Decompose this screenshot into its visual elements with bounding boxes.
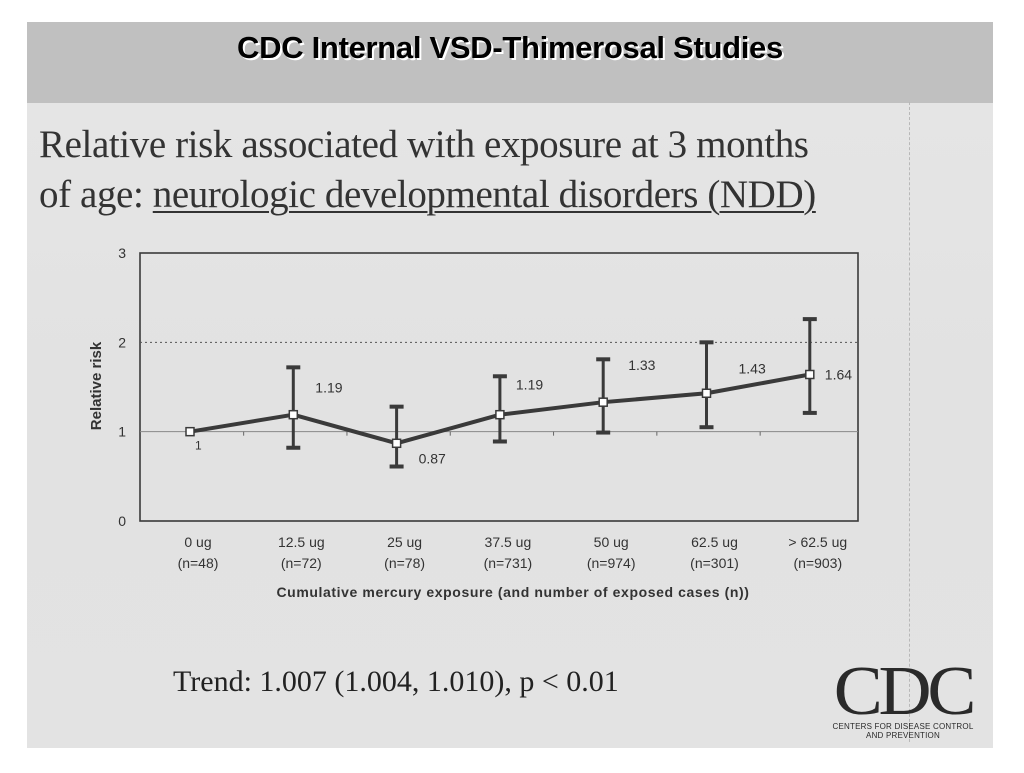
error-bar-cap-upper bbox=[699, 340, 714, 345]
error-bar-cap-lower bbox=[596, 430, 611, 435]
plot-frame bbox=[139, 252, 859, 522]
error-bar-cap-upper bbox=[596, 357, 611, 362]
trend-text: Trend: 1.007 (1.004, 1.010), p < 0.01 bbox=[173, 665, 619, 698]
error-bar-cap-lower bbox=[699, 425, 714, 430]
cdc-logo-line-2: AND PREVENTION bbox=[866, 731, 940, 740]
cdc-logo-letters: CDC bbox=[833, 653, 977, 730]
error-bar-cap-lower bbox=[389, 464, 404, 469]
x-tick-label: 62.5 ug bbox=[691, 534, 738, 550]
data-point-marker bbox=[288, 409, 299, 420]
error-bar-cap-upper bbox=[286, 365, 301, 370]
data-point-marker bbox=[598, 397, 608, 407]
x-tick-label: 50 ug bbox=[594, 534, 629, 550]
error-bar-cap-upper bbox=[389, 404, 404, 409]
x-tick-label: 37.5 ug bbox=[485, 534, 532, 550]
chart-subtitle: Relative risk associated with exposure a… bbox=[39, 120, 979, 220]
error-bar-cap-lower bbox=[492, 439, 507, 444]
y-tick-label: 2 bbox=[118, 334, 126, 350]
error-bar-cap-lower bbox=[286, 445, 301, 450]
x-axis-label: Cumulative mercury exposure (and number … bbox=[276, 584, 749, 600]
error-bar-cap-lower bbox=[802, 410, 817, 415]
y-tick-label: 1 bbox=[118, 424, 126, 440]
y-axis-label: Relative risk bbox=[88, 341, 105, 430]
subtitle-line-2: of age: neurologic developmental disorde… bbox=[39, 170, 979, 220]
data-label: 1.33 bbox=[628, 357, 655, 373]
x-tick-count: (n=903) bbox=[793, 555, 842, 571]
header-band: CDC Internal VSD-Thimerosal Studies bbox=[27, 22, 993, 103]
x-tick-count: (n=48) bbox=[178, 555, 219, 571]
x-tick-label: 12.5 ug bbox=[278, 534, 325, 550]
error-bar-cap-upper bbox=[802, 317, 817, 322]
x-tick-count: (n=974) bbox=[587, 555, 636, 571]
data-label: 1 bbox=[195, 439, 202, 453]
subtitle-prefix: of age: bbox=[39, 173, 153, 216]
data-label: 0.87 bbox=[419, 450, 446, 466]
x-tick-count: (n=731) bbox=[484, 555, 533, 571]
data-label: 1.64 bbox=[825, 366, 852, 382]
error-bar-cap-upper bbox=[492, 374, 507, 379]
data-point-marker bbox=[701, 388, 712, 399]
x-tick-label: > 62.5 ug bbox=[788, 534, 847, 550]
x-tick-count: (n=78) bbox=[384, 555, 425, 571]
data-label: 1.19 bbox=[315, 380, 342, 396]
subtitle-underlined: neurologic developmental disorders (NDD) bbox=[152, 173, 816, 216]
cdc-logo: CDC CENTERS FOR DISEASE CONTROL AND PREV… bbox=[820, 657, 986, 746]
cdc-logo-line-1: CENTERS FOR DISEASE CONTROL bbox=[832, 722, 974, 731]
slide: CDC Internal VSD-Thimerosal Studies Rela… bbox=[27, 22, 993, 748]
data-point-marker bbox=[391, 438, 402, 449]
x-tick-label: 25 ug bbox=[387, 534, 422, 550]
y-tick-label: 3 bbox=[118, 245, 126, 261]
data-label: 1.43 bbox=[739, 360, 766, 376]
x-tick-count: (n=72) bbox=[281, 555, 322, 571]
data-point-marker bbox=[185, 426, 195, 437]
data-point-marker bbox=[495, 409, 505, 420]
y-tick-label: 0 bbox=[118, 513, 126, 529]
header-title: CDC Internal VSD-Thimerosal Studies bbox=[237, 30, 783, 65]
subtitle-line-1: Relative risk associated with exposure a… bbox=[39, 123, 809, 166]
data-label: 1.19 bbox=[516, 377, 543, 393]
x-tick-label: 0 ug bbox=[184, 534, 211, 550]
x-tick-count: (n=301) bbox=[690, 555, 739, 571]
scan-artifact-line bbox=[909, 102, 910, 742]
data-point-marker bbox=[805, 369, 815, 380]
